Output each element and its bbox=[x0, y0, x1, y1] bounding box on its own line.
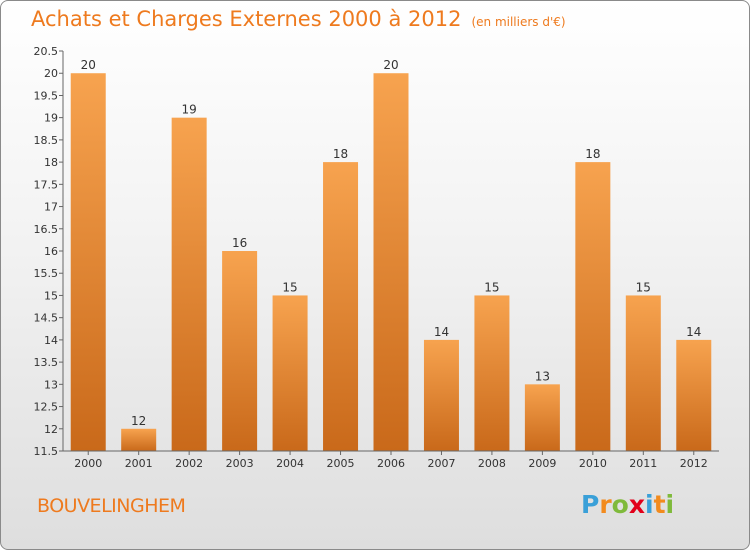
bar-value-label: 14 bbox=[686, 325, 701, 339]
bar-value-label: 13 bbox=[535, 369, 550, 383]
x-tick-label: 2009 bbox=[528, 457, 556, 470]
y-tick-label: 20.5 bbox=[34, 45, 59, 58]
bars: 20 12 19 16 15 18 20 14 15 13 18 15 14 bbox=[70, 58, 712, 452]
bar-value-label: 20 bbox=[81, 58, 96, 72]
y-axis: 11.5 12 12.5 13 13.5 14 14.5 15 15.5 16 16.5 17 17.5… bbox=[34, 45, 64, 458]
y-tick-label: 20 bbox=[44, 67, 58, 80]
bar bbox=[625, 295, 661, 451]
y-tick-label: 18 bbox=[44, 156, 58, 169]
logo-letter: P bbox=[581, 490, 600, 519]
logo-letter: o bbox=[611, 490, 629, 519]
bar bbox=[423, 339, 459, 451]
bar bbox=[474, 295, 510, 451]
bar-value-label: 18 bbox=[585, 147, 600, 161]
bar bbox=[171, 117, 207, 452]
x-tick-label: 2003 bbox=[226, 457, 254, 470]
x-tick-label: 2012 bbox=[680, 457, 708, 470]
bar-value-label: 15 bbox=[282, 280, 297, 294]
bar-value-label: 15 bbox=[484, 280, 499, 294]
commune-name: BOUVELINGHEM bbox=[37, 495, 186, 517]
x-tick-label: 2001 bbox=[125, 457, 153, 470]
y-tick-label: 18.5 bbox=[34, 134, 59, 147]
bar-value-label: 19 bbox=[182, 103, 197, 117]
y-tick-label: 15.5 bbox=[34, 267, 59, 280]
logo-letter: r bbox=[599, 490, 612, 519]
y-tick-label: 13.5 bbox=[34, 356, 59, 369]
bar bbox=[272, 295, 308, 451]
x-tick-label: 2011 bbox=[629, 457, 657, 470]
title-text: Achats et Charges Externes 2000 à 2012 bbox=[31, 7, 462, 31]
x-tick-label: 2010 bbox=[579, 457, 607, 470]
unit-label: (en milliers d'€) bbox=[471, 15, 566, 29]
logo-letter: t bbox=[653, 490, 666, 519]
y-tick-label: 17.5 bbox=[34, 178, 59, 191]
x-tick-label: 2006 bbox=[377, 457, 405, 470]
bar-value-label: 16 bbox=[232, 236, 247, 250]
y-tick-label: 17 bbox=[44, 201, 58, 214]
bar-value-label: 14 bbox=[434, 325, 449, 339]
x-tick-label: 2008 bbox=[478, 457, 506, 470]
bar bbox=[70, 73, 106, 451]
x-tick-label: 2002 bbox=[175, 457, 203, 470]
y-tick-label: 16.5 bbox=[34, 223, 59, 236]
y-tick-label: 12.5 bbox=[34, 401, 59, 414]
x-tick-label: 2000 bbox=[74, 457, 102, 470]
logo-letter: i bbox=[665, 490, 675, 519]
logo-letter: x bbox=[628, 490, 645, 519]
y-tick-label: 19.5 bbox=[34, 89, 59, 102]
x-axis: 2000 2001 2002 2003 2004 2005 2006 2007 2008 2009… bbox=[63, 450, 719, 470]
bar bbox=[323, 162, 359, 451]
y-tick-label: 14 bbox=[44, 334, 58, 347]
y-tick-label: 11.5 bbox=[34, 445, 59, 458]
bar-value-label: 15 bbox=[636, 280, 651, 294]
bar-value-label: 12 bbox=[131, 414, 146, 428]
bar bbox=[373, 73, 409, 451]
y-tick-label: 13 bbox=[44, 378, 58, 391]
x-tick-label: 2005 bbox=[327, 457, 355, 470]
bar bbox=[575, 162, 611, 451]
proxiti-logo: Proxiti bbox=[581, 490, 674, 519]
y-tick-label: 12 bbox=[44, 423, 58, 436]
y-tick-label: 16 bbox=[44, 245, 58, 258]
x-tick-label: 2007 bbox=[427, 457, 455, 470]
y-tick-label: 19 bbox=[44, 112, 58, 125]
logo-letter: i bbox=[645, 490, 654, 519]
bar-value-label: 20 bbox=[383, 58, 398, 72]
bar bbox=[222, 251, 258, 451]
bar bbox=[121, 428, 157, 451]
x-tick-label: 2004 bbox=[276, 457, 304, 470]
chart-title: Achats et Charges Externes 2000 à 2012 (e… bbox=[31, 7, 566, 31]
y-tick-label: 14.5 bbox=[34, 312, 59, 325]
bar bbox=[676, 339, 712, 451]
y-tick-label: 15 bbox=[44, 289, 58, 302]
bar bbox=[524, 384, 560, 451]
bar-value-label: 18 bbox=[333, 147, 348, 161]
